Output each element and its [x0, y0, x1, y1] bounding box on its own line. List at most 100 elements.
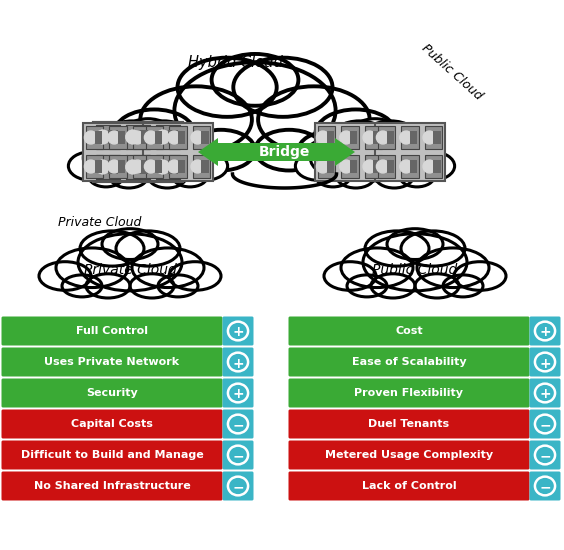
Circle shape — [363, 160, 376, 173]
FancyBboxPatch shape — [2, 471, 223, 500]
Ellipse shape — [124, 119, 173, 150]
Ellipse shape — [68, 152, 114, 180]
FancyBboxPatch shape — [168, 160, 178, 174]
Ellipse shape — [149, 131, 212, 169]
Polygon shape — [198, 138, 355, 166]
Text: No Shared Infrastructure: No Shared Infrastructure — [34, 481, 191, 491]
FancyBboxPatch shape — [530, 410, 561, 438]
FancyBboxPatch shape — [93, 122, 183, 182]
Ellipse shape — [258, 86, 369, 153]
Circle shape — [126, 160, 139, 174]
Ellipse shape — [56, 248, 128, 288]
FancyBboxPatch shape — [2, 378, 223, 408]
Ellipse shape — [331, 121, 387, 156]
FancyBboxPatch shape — [341, 155, 359, 178]
FancyBboxPatch shape — [96, 125, 120, 149]
Text: Hybrid Cloud: Hybrid Cloud — [188, 54, 283, 69]
Text: Duel Tenants: Duel Tenants — [368, 419, 450, 429]
Text: Public Cloud: Public Cloud — [419, 41, 485, 102]
FancyBboxPatch shape — [530, 348, 561, 377]
FancyBboxPatch shape — [169, 155, 187, 178]
Circle shape — [191, 160, 204, 173]
Ellipse shape — [363, 121, 418, 156]
FancyBboxPatch shape — [169, 126, 187, 149]
FancyBboxPatch shape — [433, 130, 440, 145]
FancyBboxPatch shape — [168, 130, 178, 144]
FancyBboxPatch shape — [156, 125, 180, 149]
FancyBboxPatch shape — [168, 160, 178, 174]
FancyBboxPatch shape — [96, 155, 120, 179]
FancyBboxPatch shape — [126, 155, 150, 179]
FancyBboxPatch shape — [2, 441, 223, 470]
Ellipse shape — [375, 164, 413, 188]
Circle shape — [126, 160, 139, 174]
Ellipse shape — [417, 248, 489, 288]
Circle shape — [96, 160, 109, 174]
Ellipse shape — [83, 138, 146, 178]
Text: Cost: Cost — [395, 326, 423, 336]
FancyBboxPatch shape — [156, 125, 180, 149]
FancyBboxPatch shape — [95, 160, 102, 173]
Text: Lack of Control: Lack of Control — [362, 481, 456, 491]
FancyBboxPatch shape — [289, 410, 530, 438]
Ellipse shape — [109, 164, 148, 188]
Circle shape — [156, 130, 169, 144]
FancyBboxPatch shape — [289, 471, 530, 500]
Circle shape — [316, 160, 329, 173]
FancyBboxPatch shape — [315, 123, 385, 181]
FancyBboxPatch shape — [350, 160, 357, 173]
FancyBboxPatch shape — [223, 316, 253, 345]
FancyBboxPatch shape — [341, 126, 359, 149]
Ellipse shape — [130, 274, 174, 298]
FancyBboxPatch shape — [410, 130, 417, 145]
Ellipse shape — [78, 234, 182, 291]
FancyBboxPatch shape — [387, 130, 394, 145]
FancyBboxPatch shape — [126, 155, 150, 179]
Text: −: − — [232, 449, 244, 464]
Circle shape — [400, 160, 413, 173]
Circle shape — [96, 130, 109, 144]
FancyBboxPatch shape — [289, 348, 530, 377]
FancyBboxPatch shape — [530, 441, 561, 470]
FancyBboxPatch shape — [327, 160, 334, 173]
FancyBboxPatch shape — [530, 378, 561, 408]
Text: Ease of Scalability: Ease of Scalability — [352, 357, 466, 367]
FancyBboxPatch shape — [133, 126, 150, 149]
Ellipse shape — [86, 274, 130, 298]
FancyBboxPatch shape — [378, 126, 395, 149]
Text: Uses Private Network: Uses Private Network — [45, 357, 179, 367]
FancyBboxPatch shape — [2, 348, 223, 377]
FancyBboxPatch shape — [433, 160, 440, 173]
Ellipse shape — [399, 165, 434, 187]
Ellipse shape — [169, 262, 221, 290]
Text: −: − — [539, 419, 551, 432]
FancyBboxPatch shape — [108, 130, 118, 144]
Circle shape — [144, 160, 157, 173]
Circle shape — [126, 130, 139, 144]
Circle shape — [85, 131, 98, 144]
Ellipse shape — [116, 231, 180, 266]
FancyBboxPatch shape — [108, 130, 118, 144]
FancyBboxPatch shape — [126, 125, 150, 149]
Text: −: − — [232, 419, 244, 432]
FancyBboxPatch shape — [387, 160, 394, 173]
Ellipse shape — [178, 58, 277, 117]
Ellipse shape — [296, 152, 341, 180]
FancyBboxPatch shape — [156, 155, 180, 179]
Circle shape — [126, 130, 139, 144]
Circle shape — [85, 160, 98, 173]
FancyBboxPatch shape — [201, 130, 209, 145]
Text: +: + — [539, 326, 551, 339]
FancyBboxPatch shape — [318, 155, 336, 178]
FancyBboxPatch shape — [365, 126, 382, 149]
Ellipse shape — [310, 138, 373, 178]
Ellipse shape — [409, 152, 455, 180]
FancyBboxPatch shape — [138, 160, 148, 174]
Ellipse shape — [140, 86, 252, 153]
FancyBboxPatch shape — [223, 410, 253, 438]
FancyBboxPatch shape — [193, 126, 210, 149]
FancyBboxPatch shape — [138, 130, 148, 144]
Text: Metered Usage Complexity: Metered Usage Complexity — [325, 450, 493, 460]
FancyBboxPatch shape — [86, 126, 103, 149]
Ellipse shape — [454, 262, 506, 290]
